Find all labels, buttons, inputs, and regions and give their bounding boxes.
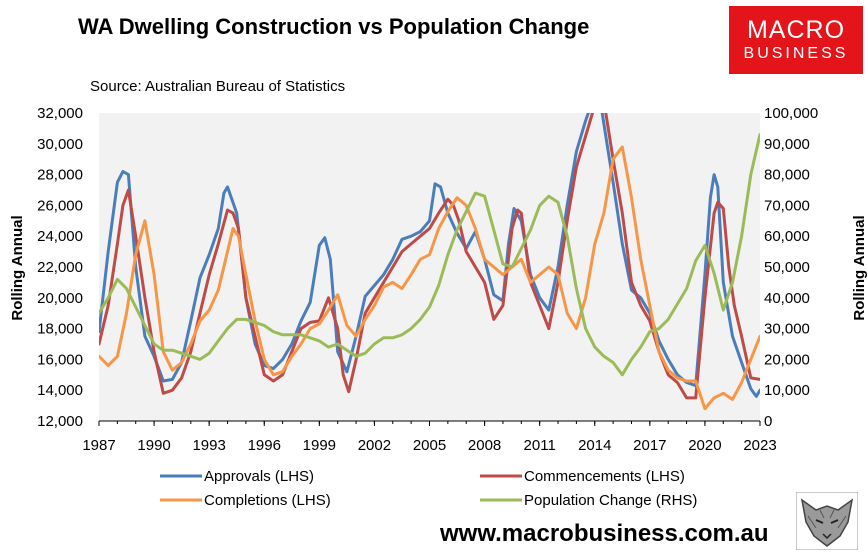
legend: Approvals (LHS) Commencements (LHS) Comple… [160,468,697,509]
series-line-3 [99,145,760,411]
x-tick-label: 2014 [578,437,611,454]
y-right-tick-label: 90,000 [764,136,810,153]
y-left-tick-label: 14,000 [37,382,83,399]
series-lines [99,113,760,411]
legend-label: Commencements (LHS) [524,468,685,485]
x-tick-label: 2002 [358,437,391,454]
series-line-4 [99,133,760,377]
y-right-tick-label: 20,000 [764,351,810,368]
y-right-tick-label: 30,000 [764,321,810,338]
y-right-tick-label: 50,000 [764,259,810,276]
axes: 1987 1990 1993 1996 1999 2002 2005 2008 2011 2014… [37,105,818,454]
x-tick-label: 1996 [248,437,281,454]
chart-title: WA Dwelling Construction vs Population C… [78,14,590,39]
logo-line-2: BUSINESS [743,45,849,62]
y-left-tick-label: 26,000 [37,197,83,214]
plot-area [99,113,760,421]
y-left-tick-label: 32,000 [37,105,83,122]
legend-label: Approvals (LHS) [204,468,314,485]
y-left-tick-label: 24,000 [37,228,83,245]
y-left-tick-label: 30,000 [37,136,83,153]
y-left-tick-label: 20,000 [37,290,83,307]
wolf-logo [795,491,859,551]
x-tick-label: 2011 [524,437,556,454]
y-right-tick-label: 60,000 [764,228,810,245]
y-left-tick-label: 22,000 [37,259,83,276]
y-right-tick-label: 70,000 [764,197,810,214]
y-right-tick-label: 0 [764,413,772,430]
y-left-tick-label: 18,000 [37,321,83,338]
series-line-1 [99,113,760,398]
y-right-tick-label: 10,000 [764,382,810,399]
x-tick-label: 2005 [413,437,446,454]
website-url: www.macrobusiness.com.au [440,520,769,547]
y-left-tick-label: 28,000 [37,167,83,184]
legend-label: Completions (LHS) [204,492,331,509]
y-axis-left-label: Rolling Annual [9,215,26,320]
x-tick-label: 2008 [468,437,501,454]
x-tick-label: 1993 [192,437,225,454]
macrobusiness-logo: MACRO BUSINESS [729,6,863,74]
y-right-tick-label: 80,000 [764,167,810,184]
x-tick-label: 1987 [82,437,115,454]
logo-line-1: MACRO [746,16,846,44]
y-right-tick-label: 100,000 [764,105,818,122]
legend-label: Population Change (RHS) [524,492,697,509]
source-note: Source: Australian Bureau of Statistics [90,78,346,95]
x-tick-label: 1990 [137,437,170,454]
y-left-tick-label: 12,000 [37,413,83,430]
y-left-tick-label: 16,000 [37,351,83,368]
x-tick-label: 2020 [688,437,721,454]
x-tick-label: 1999 [303,437,336,454]
x-tick-label: 2017 [633,437,666,454]
y-right-tick-label: 40,000 [764,290,810,307]
x-tick-label: 2023 [743,437,776,454]
wolf-icon [795,491,859,551]
y-axis-right-label: Rolling Annual [851,215,868,320]
